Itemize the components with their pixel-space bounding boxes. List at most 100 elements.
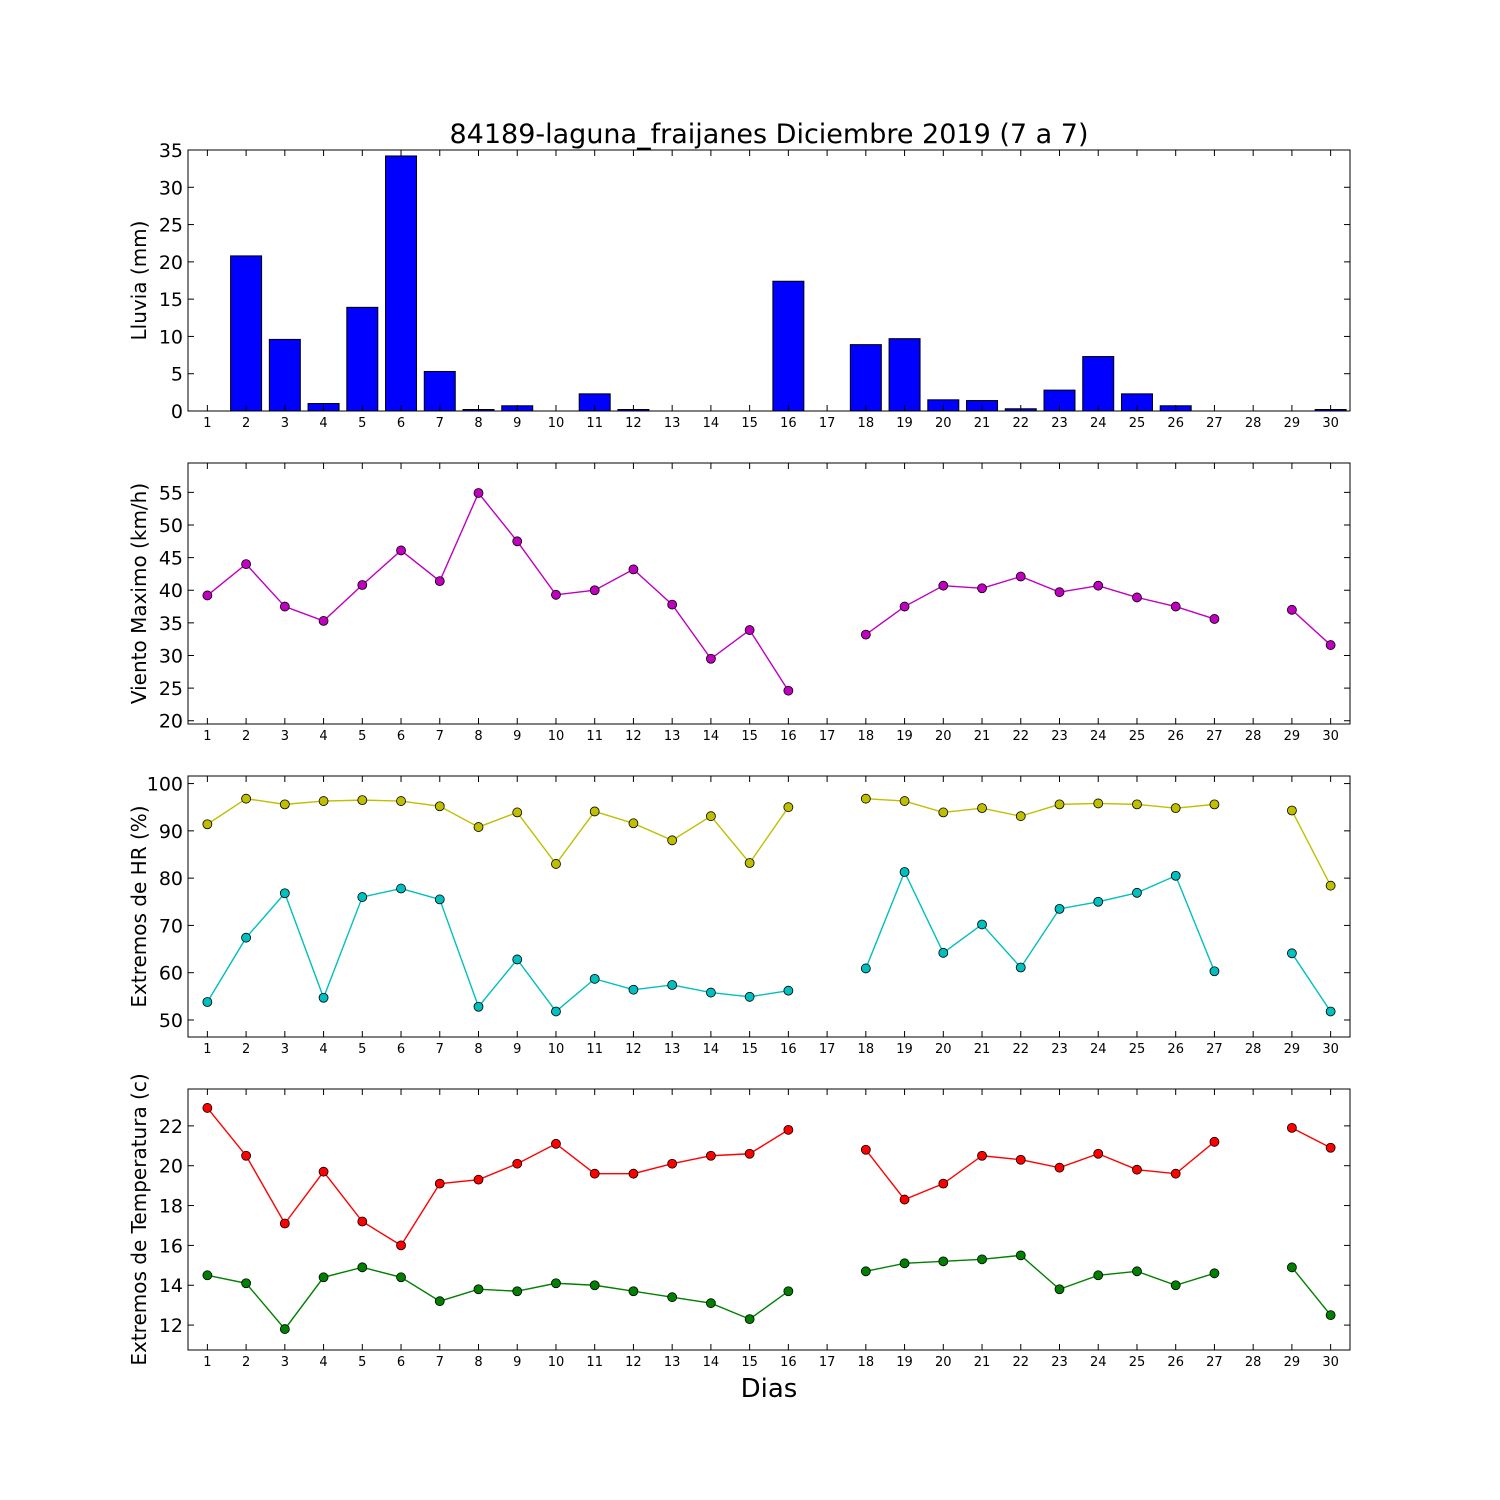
- x-tick-label: 23: [1051, 1042, 1068, 1057]
- series-line-segment: [865, 870, 1216, 972]
- y-tick-label: 40: [159, 580, 183, 602]
- point-day-27: [1209, 1136, 1220, 1147]
- x-tick-label: 4: [319, 1042, 327, 1057]
- point-day-21: [977, 1150, 987, 1161]
- x-tick-label: 14: [703, 729, 720, 744]
- point-day-1: [202, 1270, 213, 1281]
- point-day-21: [977, 583, 987, 594]
- y-tick-label: 25: [159, 215, 183, 237]
- x-tick-label: 29: [1284, 416, 1301, 431]
- x-tick-label: 21: [974, 1355, 991, 1370]
- x-tick-label: 2: [242, 1355, 250, 1370]
- point-day-21: [977, 1254, 987, 1265]
- x-tick-label: 9: [513, 416, 521, 431]
- point-day-18: [860, 793, 871, 804]
- x-tick-label: 11: [586, 1042, 603, 1057]
- point-day-27: [1209, 1268, 1220, 1279]
- point-day-21: [977, 919, 987, 930]
- x-tick-label: 24: [1090, 729, 1107, 744]
- y-tick-label: 15: [159, 289, 183, 311]
- x-tick-label: 15: [741, 1042, 758, 1057]
- series-line-segment: [865, 575, 1215, 636]
- point-day-2: [241, 1278, 252, 1289]
- panels: 1 2 3 4 5 6 7 8 9 10 11 12 13 14 15 16 17 18 19 20 21 22 23 24 2…: [127, 140, 1351, 1370]
- point-day-9: [512, 1286, 523, 1297]
- y-axis-label: Extremos de Temperatura (c): [127, 1073, 151, 1365]
- panel-3: 1 2 3 4 5 6 7 8 9 10 11 12 13 14 15 16 17 18 19 20 21 22 23 24 2…: [127, 774, 1351, 1057]
- point-day-21: [977, 803, 987, 814]
- x-tick-label: 25: [1129, 1355, 1146, 1370]
- x-tick-label: 27: [1206, 1355, 1223, 1370]
- point-day-9: [512, 536, 523, 547]
- y-tick-label: 35: [159, 613, 183, 635]
- point-day-18: [860, 629, 871, 640]
- x-tick-label: 16: [780, 1355, 797, 1370]
- x-tick-label: 3: [281, 1355, 289, 1370]
- y-tick-label: 50: [159, 515, 183, 537]
- point-day-8: [473, 1284, 484, 1295]
- point-day-23: [1054, 1162, 1065, 1173]
- point-day-26: [1170, 601, 1181, 612]
- point-day-10: [551, 859, 561, 869]
- point-day-22: [1015, 1154, 1026, 1165]
- point-day-19: [899, 796, 910, 806]
- series-line-segment: [206, 1107, 789, 1247]
- point-day-15: [744, 991, 755, 1002]
- y-tick-label: 0: [171, 401, 183, 423]
- point-day-9: [512, 1158, 523, 1169]
- point-day-25: [1132, 887, 1142, 898]
- x-tick-label: 14: [703, 1042, 720, 1057]
- point-day-12: [628, 564, 639, 575]
- x-tick-label: 23: [1051, 416, 1068, 431]
- x-tick-label: 30: [1322, 729, 1339, 744]
- point-day-25: [1132, 592, 1142, 603]
- y-tick-label: 20: [159, 711, 183, 733]
- x-tick-label: 17: [819, 416, 836, 431]
- point-day-5: [357, 1262, 368, 1273]
- point-day-6: [396, 883, 406, 894]
- x-tick-label: 16: [780, 1042, 797, 1057]
- x-tick-label: 30: [1322, 416, 1339, 431]
- x-tick-label: 8: [474, 729, 482, 744]
- x-tick-label: 7: [436, 1042, 444, 1057]
- x-tick-label: 1: [203, 1355, 211, 1370]
- point-day-27: [1209, 614, 1220, 624]
- x-tick-label: 6: [397, 416, 405, 431]
- x-tick-label: 4: [319, 729, 327, 744]
- point-day-4: [318, 1272, 329, 1283]
- x-tick-label: 17: [819, 1042, 836, 1057]
- axes-frame: [187, 149, 1351, 412]
- point-day-4: [318, 796, 329, 806]
- x-tick-label: 7: [436, 416, 444, 431]
- point-day-14: [706, 811, 716, 822]
- point-day-18: [860, 1144, 871, 1155]
- x-tick-label: 22: [1012, 416, 1029, 431]
- point-day-19: [899, 867, 910, 877]
- point-day-7: [434, 801, 445, 812]
- point-day-2: [241, 793, 252, 804]
- x-tick-label: 5: [358, 1355, 366, 1370]
- point-day-19: [899, 1258, 910, 1269]
- point-day-8: [473, 1001, 484, 1012]
- x-tick-label: 9: [513, 1042, 521, 1057]
- point-day-12: [628, 984, 639, 995]
- point-day-15: [744, 625, 755, 635]
- point-day-3: [279, 1218, 290, 1229]
- x-tick-label: 30: [1322, 1355, 1339, 1370]
- bar-day-5: [346, 306, 379, 412]
- series-line-segment: [1291, 1127, 1331, 1149]
- point-day-26: [1170, 803, 1181, 814]
- x-tick-label: 10: [548, 729, 565, 744]
- point-day-7: [434, 1178, 445, 1189]
- y-tick-label: 100: [147, 774, 183, 796]
- point-day-22: [1015, 811, 1026, 822]
- x-tick-label: 18: [858, 1355, 875, 1370]
- panel-4: 1 2 3 4 5 6 7 8 9 10 11 12 13 14 15 16 17 18 19 20 21 22 23 24 2…: [127, 1073, 1351, 1370]
- point-day-24: [1093, 1270, 1104, 1281]
- y-tick-label: 20: [159, 1156, 183, 1178]
- point-day-13: [667, 1292, 678, 1303]
- point-day-16: [783, 1286, 794, 1297]
- x-tick-label: 17: [819, 729, 836, 744]
